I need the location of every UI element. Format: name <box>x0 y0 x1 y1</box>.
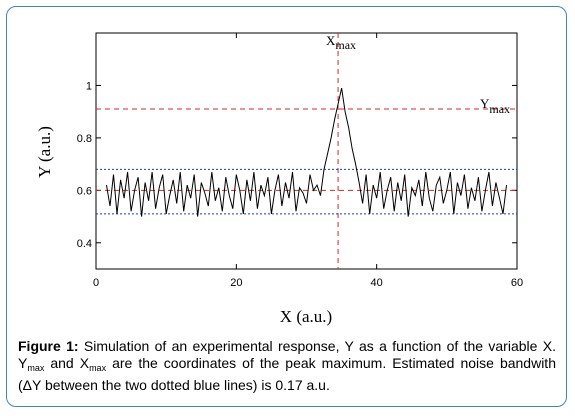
caption-label: Figure 1: <box>18 338 79 354</box>
x-tick-label-2: 40 <box>371 277 383 289</box>
xmax-label: Xmax <box>326 33 356 52</box>
caption-text-2: and X <box>44 355 90 371</box>
x-tick-label-3: 60 <box>511 277 523 289</box>
y-tick-label-3: 1 <box>86 80 92 92</box>
x-tick-label-1: 20 <box>230 277 242 289</box>
figure-frame <box>6 6 567 407</box>
reference-lines <box>96 33 517 269</box>
caption-sub-1: max <box>27 363 45 373</box>
plot-area <box>95 32 518 270</box>
series-line-0 <box>106 87 507 217</box>
tick-group: 0 20 40 60 0.4 0.6 0.8 1 <box>77 33 523 289</box>
caption-text-1: Simulation of an experimental response, … <box>18 338 556 371</box>
y-tick-label-2: 0.8 <box>77 133 92 145</box>
x-axis-label: X (a.u.) <box>280 307 332 326</box>
caption-text-3: are the coordinates of the peak maximum.… <box>18 355 556 393</box>
ymax-label: Ymax <box>480 96 510 116</box>
y-axis-label: Y (a.u.) <box>35 126 54 178</box>
y-tick-label-1: 0.6 <box>77 185 92 197</box>
series-group <box>106 87 507 217</box>
caption-sub-2: max <box>89 363 107 373</box>
x-tick-label-0: 0 <box>93 277 99 289</box>
figure-caption: Figure 1: Simulation of an experimental … <box>18 338 556 394</box>
y-tick-label-0: 0.4 <box>77 238 92 250</box>
